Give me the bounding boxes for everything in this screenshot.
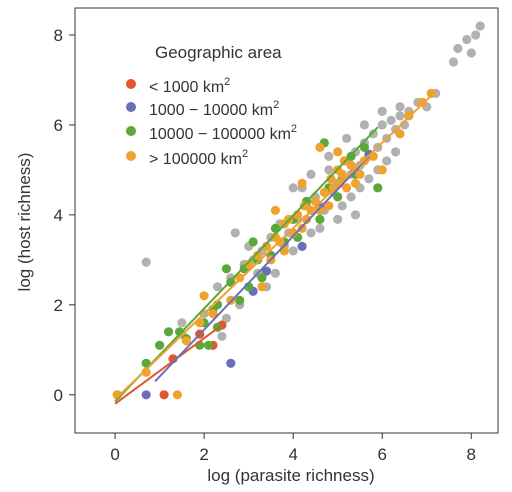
data-point xyxy=(391,147,400,156)
legend: Geographic area < 1000 km2 1000 − 10000 … xyxy=(126,43,297,168)
legend-marker-10000-100000 xyxy=(126,126,136,136)
data-point xyxy=(257,282,266,291)
x-tick-label: 4 xyxy=(288,445,297,464)
data-point xyxy=(395,129,404,138)
legend-label-lt1000: < 1000 km2 xyxy=(149,76,230,96)
y-tick-label: 0 xyxy=(54,386,63,405)
data-point xyxy=(257,273,266,282)
data-point xyxy=(453,44,462,53)
legend-marker-lt1000 xyxy=(126,79,136,89)
data-point xyxy=(360,120,369,129)
data-point xyxy=(333,147,342,156)
x-axis-label: log (parasite richness) xyxy=(207,466,374,485)
legend-title: Geographic area xyxy=(155,43,282,62)
data-point xyxy=(298,224,307,233)
y-axis-label: log (host richness) xyxy=(15,153,34,292)
data-point xyxy=(195,318,204,327)
x-tick-label: 6 xyxy=(377,445,386,464)
data-point xyxy=(342,134,351,143)
data-point xyxy=(315,224,324,233)
fit-line xyxy=(155,156,369,381)
data-point xyxy=(271,206,280,215)
y-tick-label: 6 xyxy=(54,116,63,135)
data-point xyxy=(298,179,307,188)
data-point xyxy=(476,21,485,30)
data-point xyxy=(306,170,315,179)
legend-label-1000-10000: 1000 − 10000 km2 xyxy=(149,99,279,119)
legend-label-gt100000: > 100000 km2 xyxy=(149,148,248,168)
fit-line xyxy=(115,325,222,404)
data-point xyxy=(333,215,342,224)
data-point xyxy=(449,57,458,66)
data-point xyxy=(226,359,235,368)
data-point xyxy=(471,30,480,39)
y-tick-label: 8 xyxy=(54,26,63,45)
data-point xyxy=(142,258,151,267)
data-point xyxy=(173,390,182,399)
x-tick-label: 0 xyxy=(110,445,119,464)
data-point xyxy=(467,48,476,57)
data-point xyxy=(364,174,373,183)
data-point xyxy=(347,192,356,201)
data-point xyxy=(378,165,387,174)
data-point xyxy=(217,332,226,341)
data-point xyxy=(160,390,169,399)
data-point xyxy=(298,242,307,251)
y-tick-label: 2 xyxy=(54,296,63,315)
data-point xyxy=(382,156,391,165)
data-point xyxy=(378,120,387,129)
data-point xyxy=(306,228,315,237)
data-point xyxy=(231,228,240,237)
data-point xyxy=(315,143,324,152)
data-point xyxy=(164,327,173,336)
data-point xyxy=(204,341,213,350)
data-point xyxy=(378,107,387,116)
data-point xyxy=(338,201,347,210)
y-tick-label: 4 xyxy=(54,206,63,225)
x-tick-label: 8 xyxy=(467,445,476,464)
data-point xyxy=(177,318,186,327)
data-point xyxy=(289,246,298,255)
data-point xyxy=(351,179,360,188)
data-point xyxy=(222,264,231,273)
data-point xyxy=(355,170,364,179)
data-point xyxy=(373,183,382,192)
data-point xyxy=(315,215,324,224)
data-point xyxy=(395,102,404,111)
data-point xyxy=(462,35,471,44)
legend-marker-gt100000 xyxy=(126,151,136,161)
data-point xyxy=(387,116,396,125)
data-point xyxy=(289,183,298,192)
legend-label-10000-100000: 10000 − 100000 km2 xyxy=(149,123,297,143)
legend-marker-1000-10000 xyxy=(126,102,136,112)
data-point xyxy=(351,210,360,219)
x-tick-label: 2 xyxy=(199,445,208,464)
data-point xyxy=(324,165,333,174)
data-point xyxy=(200,291,209,300)
data-point xyxy=(271,269,280,278)
data-point xyxy=(324,152,333,161)
data-point xyxy=(155,341,164,350)
data-point xyxy=(249,237,258,246)
data-point xyxy=(142,390,151,399)
data-point xyxy=(395,111,404,120)
